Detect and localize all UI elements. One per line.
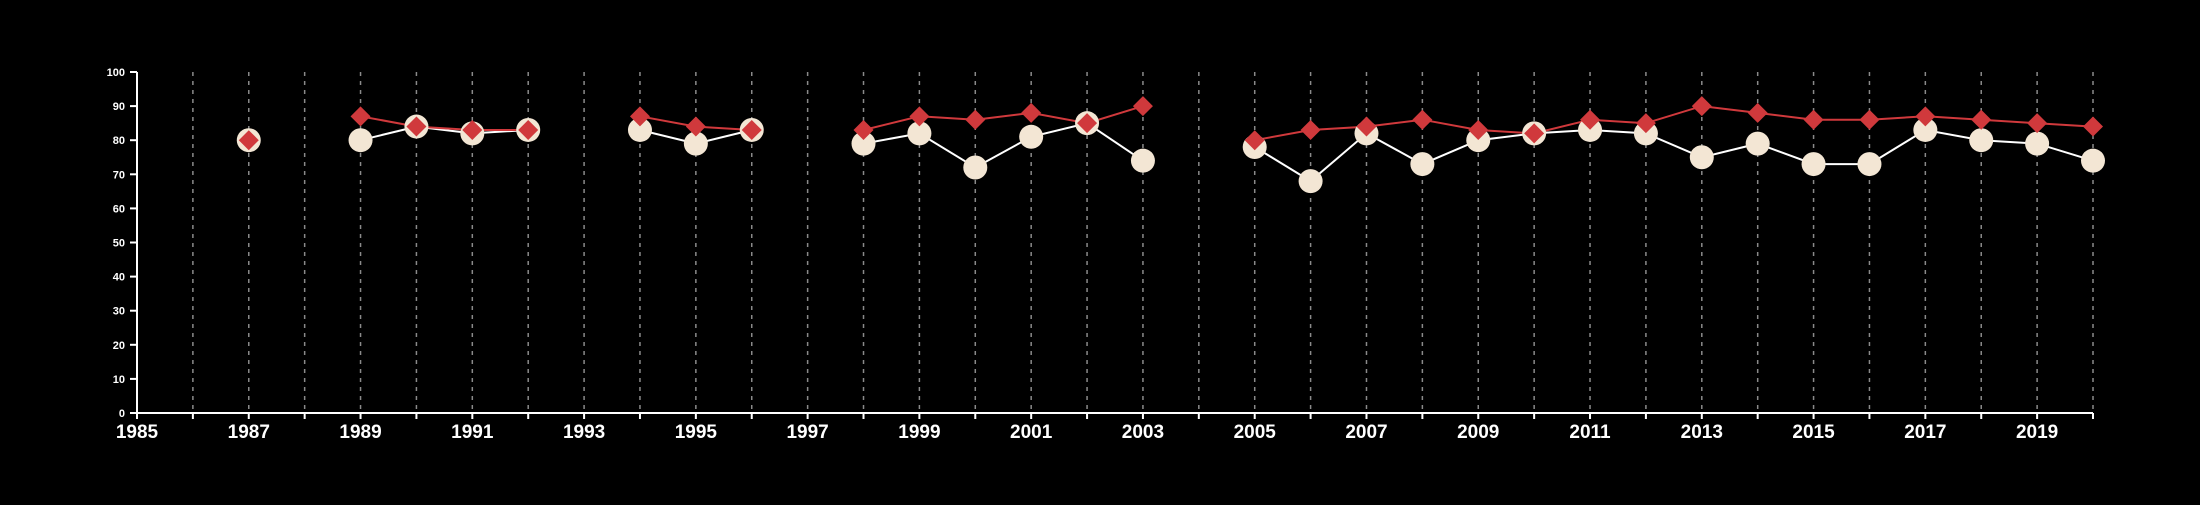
y-tick-label-50: 50 (113, 238, 125, 250)
series-1-point-2009 (1466, 128, 1491, 153)
y-tick-label-40: 40 (113, 272, 125, 284)
x-tick-label-1999: 1999 (898, 422, 940, 443)
series-2-point-2006 (1300, 119, 1321, 140)
series-1-point-2014 (1745, 131, 1770, 156)
series-2-point-2014 (1747, 102, 1768, 123)
series-lines (360, 105, 2094, 183)
series-2-point-1994 (629, 106, 650, 127)
x-tick-label-2009: 2009 (1457, 422, 1499, 443)
series-1-point-2001 (1019, 124, 1044, 149)
series-1-line-segment-5 (1254, 128, 2094, 183)
y-tick-label-20: 20 (113, 340, 125, 352)
series-2-line-segment-2 (360, 115, 529, 131)
x-tick-label-2003: 2003 (1122, 422, 1164, 443)
series-2-point-1990 (406, 116, 427, 137)
x-tick-label-2019: 2019 (2016, 422, 2058, 443)
series-1-point-1999 (907, 121, 932, 146)
series-2-point-2008 (1412, 109, 1433, 130)
x-tick-label-1995: 1995 (675, 422, 718, 443)
series-2-point-1989 (350, 106, 371, 127)
x-tick-label-2017: 2017 (1904, 422, 1946, 443)
x-tick-label-1997: 1997 (786, 422, 828, 443)
x-tick-label-2005: 2005 (1234, 422, 1277, 443)
series-2-point-2005 (1244, 130, 1265, 151)
x-tick-label-1985: 1985 (116, 422, 159, 443)
series-1-point-2008 (1410, 152, 1435, 177)
series-2-point-2013 (1691, 96, 1712, 117)
series-1-point-2012 (1633, 121, 1658, 146)
series-2-point-2020 (2083, 116, 2103, 137)
series-1-line-segment-4 (863, 122, 1144, 169)
y-tick-label-0: 0 (119, 408, 125, 420)
series-2-point-1996 (741, 119, 762, 140)
series-2-point-2015 (1803, 109, 1824, 130)
series-2-point-2001 (1021, 102, 1042, 123)
series-1-point-2006 (1298, 169, 1323, 194)
series-1-point-2013 (1689, 145, 1714, 170)
series-2-line-segment-5 (1254, 105, 2094, 142)
x-tick-label-1987: 1987 (228, 422, 270, 443)
series-2-point-2007 (1356, 116, 1377, 137)
y-tick-label-30: 30 (113, 306, 125, 318)
data-markers (236, 96, 2105, 194)
x-tick-label-1989: 1989 (339, 422, 381, 443)
series-1-point-1989 (348, 128, 373, 153)
series-2-point-2000 (965, 109, 986, 130)
series-2-point-1987 (238, 130, 259, 151)
series-2-point-2012 (1635, 113, 1656, 134)
x-tick-label-2013: 2013 (1681, 422, 1723, 443)
x-tick-label-2015: 2015 (1792, 422, 1835, 443)
series-1-point-2016 (1857, 152, 1882, 177)
series-2-point-1991 (462, 119, 483, 140)
series-2-point-2019 (2027, 113, 2048, 134)
series-2-point-1992 (518, 119, 539, 140)
series-1-point-2017 (1913, 117, 1938, 142)
series-2-point-2009 (1468, 119, 1489, 140)
series-2-point-2018 (1971, 109, 1992, 130)
y-tick-label-70: 70 (113, 169, 125, 181)
y-tick-label-60: 60 (113, 203, 125, 215)
y-tick-label-100: 100 (107, 67, 125, 79)
series-2-point-2017 (1915, 106, 1936, 127)
series-1-point-2019 (2025, 131, 2050, 156)
series-1-point-2018 (1969, 128, 1994, 153)
series-2-point-1999 (909, 106, 930, 127)
series-2-point-2003 (1132, 96, 1153, 117)
series-1-point-1995 (683, 131, 708, 156)
y-tick-label-90: 90 (113, 101, 125, 113)
series-1-point-2003 (1130, 148, 1155, 173)
x-tick-label-1993: 1993 (563, 422, 605, 443)
series-2-point-1998 (853, 119, 874, 140)
x-tick-label-2007: 2007 (1345, 422, 1387, 443)
x-tick-label-2001: 2001 (1010, 422, 1053, 443)
x-tick-label-2011: 2011 (1569, 422, 1611, 443)
series-1-point-1994 (627, 117, 652, 142)
y-tick-label-10: 10 (113, 374, 125, 386)
series-2-point-1995 (685, 116, 706, 137)
series-2-point-2010 (1524, 123, 1545, 144)
series-2-point-2002 (1077, 113, 1098, 134)
series-1-point-2015 (1801, 152, 1826, 177)
x-tick-label-1991: 1991 (451, 422, 494, 443)
series-2-point-2016 (1859, 109, 1880, 130)
series-1-point-2000 (963, 155, 988, 180)
series-2-line-segment-4 (863, 105, 1144, 131)
series-1-point-1998 (851, 131, 876, 156)
series-1-point-2020 (2081, 148, 2105, 173)
axes: 0 10 20 30 40 50 60 70 80 90 100 1985 1987 1989 1991 19… (107, 67, 2094, 443)
series-1-line-segment-2 (360, 125, 529, 142)
series-1-point-2011 (1578, 117, 1603, 142)
y-tick-label-80: 80 (113, 135, 125, 147)
series-2-point-2011 (1580, 109, 1601, 130)
